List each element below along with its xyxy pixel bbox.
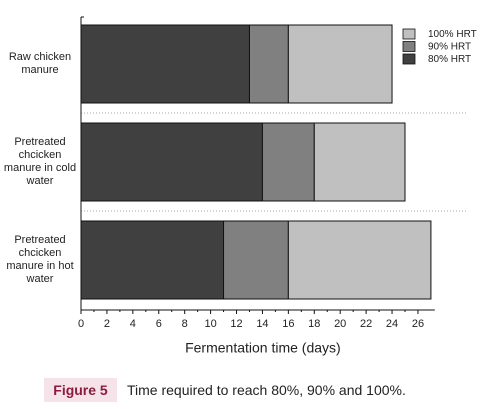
bar-segment bbox=[287, 24, 393, 104]
legend-label: 80% HRT bbox=[428, 54, 471, 65]
bar-segment bbox=[80, 220, 225, 300]
bar-segment bbox=[248, 24, 289, 104]
x-tick-label: 20 bbox=[334, 318, 346, 330]
bar-segment bbox=[313, 122, 406, 202]
x-axis-title: Fermentation time (days) bbox=[185, 340, 341, 356]
x-tick-label: 12 bbox=[230, 318, 242, 330]
x-tick-label: 24 bbox=[386, 318, 398, 330]
x-tick-label: 8 bbox=[182, 318, 188, 330]
x-tick-label: 10 bbox=[204, 318, 216, 330]
legend-swatch bbox=[402, 41, 416, 52]
caption-text: Time required to reach 80%, 90% and 100%… bbox=[127, 382, 406, 398]
legend-swatch bbox=[402, 53, 416, 65]
y-tick-label: Pretreated chcicken manure in cold water bbox=[3, 136, 77, 187]
bar-segment bbox=[80, 24, 250, 104]
legend-swatch bbox=[402, 28, 416, 40]
bar-segment bbox=[223, 220, 289, 300]
x-tick-label: 26 bbox=[412, 318, 424, 330]
y-tick-label: Raw chicken manure bbox=[8, 51, 72, 76]
x-tick-label: 4 bbox=[130, 318, 136, 330]
legend-label: 100% HRT bbox=[428, 29, 477, 40]
x-tick-label: 22 bbox=[360, 318, 372, 330]
x-tick-label: 6 bbox=[156, 318, 162, 330]
bar-segment bbox=[287, 220, 432, 300]
caption-label: Figure 5 bbox=[44, 378, 117, 402]
x-tick-label: 14 bbox=[256, 318, 268, 330]
x-tick-label: 2 bbox=[104, 318, 110, 330]
legend-label: 90% HRT bbox=[428, 42, 471, 53]
bar-segment bbox=[80, 122, 263, 202]
y-tick-label: Pretreated chcicken manure in hot water bbox=[6, 234, 74, 285]
bar-segment bbox=[261, 122, 315, 202]
x-tick-label: 0 bbox=[78, 318, 84, 330]
x-tick-label: 18 bbox=[308, 318, 320, 330]
x-tick-label: 16 bbox=[282, 318, 294, 330]
